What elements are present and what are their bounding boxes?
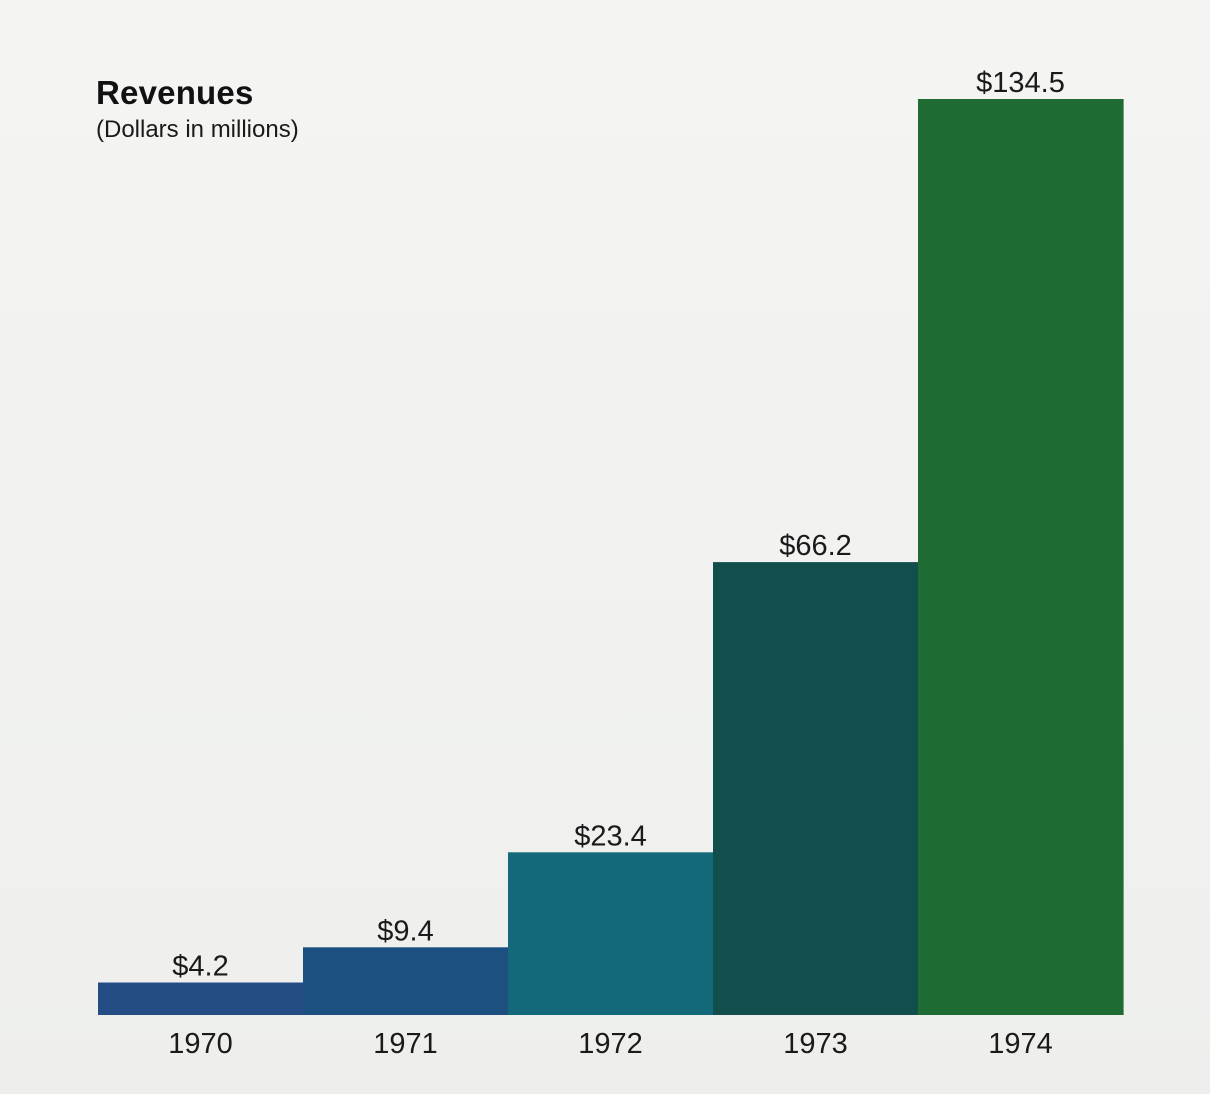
- chart-title: Revenues: [96, 74, 254, 111]
- x-tick-label-1970: 1970: [168, 1028, 233, 1060]
- chart-subtitle: (Dollars in millions): [96, 116, 299, 143]
- x-tick-label-1971: 1971: [373, 1028, 438, 1060]
- x-tick-label-1973: 1973: [783, 1028, 848, 1060]
- bar-1973: [713, 562, 919, 1015]
- data-label-1973: $66.2: [779, 530, 852, 562]
- bar-1970: [98, 982, 304, 1015]
- bar-1974: [918, 99, 1124, 1015]
- data-label-1974: $134.5: [976, 67, 1065, 99]
- bar-1971: [303, 947, 509, 1015]
- data-label-1972: $23.4: [574, 820, 647, 852]
- bar-1972: [508, 852, 714, 1015]
- x-tick-label-1974: 1974: [988, 1028, 1053, 1060]
- data-label-1971: $9.4: [377, 915, 433, 947]
- data-label-1970: $4.2: [172, 951, 228, 983]
- x-tick-label-1972: 1972: [578, 1028, 643, 1060]
